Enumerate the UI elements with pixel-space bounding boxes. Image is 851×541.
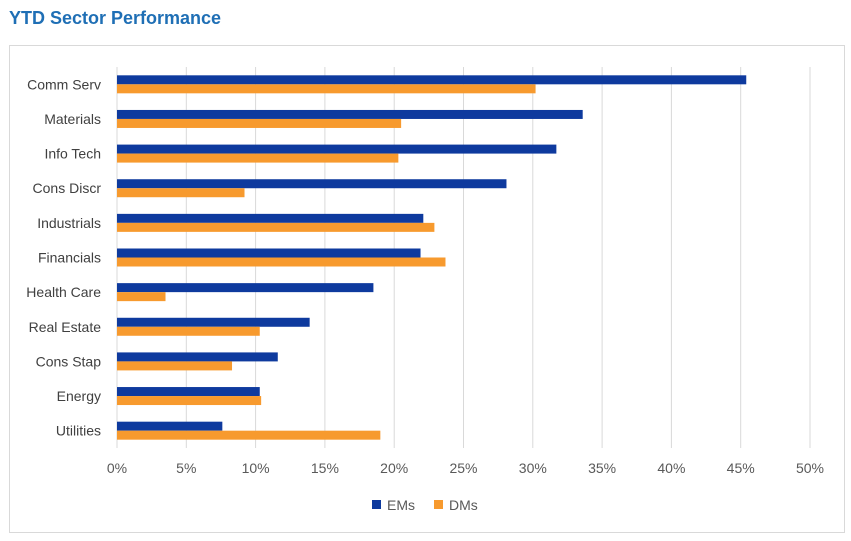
category-label: Comm Serv (27, 76, 101, 92)
legend-swatch-dms (434, 500, 443, 509)
bar-ems-utilities (117, 421, 223, 431)
bar-ems-energy (117, 387, 260, 397)
category-label: Cons Stap (36, 353, 102, 369)
bar-dms-materials (117, 118, 402, 128)
legend-label-dms: DMs (449, 497, 478, 513)
x-tick-label: 5% (176, 460, 196, 476)
bar-dms-real-estate (117, 326, 260, 336)
bar-dms-info-tech (117, 153, 399, 163)
bar-dms-utilities (117, 430, 381, 440)
bar-ems-comm-serv (117, 75, 747, 85)
x-tick-label: 25% (449, 460, 477, 476)
bar-ems-real-estate (117, 317, 310, 327)
bar-dms-cons-stap (117, 361, 233, 371)
chart-frame (9, 45, 845, 533)
category-label: Real Estate (29, 319, 102, 335)
x-tick-label: 10% (242, 460, 270, 476)
category-label: Materials (44, 111, 101, 127)
category-label: Cons Discr (33, 180, 102, 196)
x-tick-label: 40% (657, 460, 685, 476)
bar-ems-materials (117, 109, 583, 119)
x-tick-label: 15% (311, 460, 339, 476)
category-label: Health Care (26, 284, 101, 300)
bar-dms-financials (117, 257, 446, 267)
bar-dms-cons-discr (117, 188, 245, 198)
x-tick-label: 20% (380, 460, 408, 476)
x-tick-label: 0% (107, 460, 127, 476)
category-label: Energy (57, 388, 101, 404)
bar-ems-industrials (117, 213, 424, 223)
x-tick-label: 45% (727, 460, 755, 476)
bar-ems-financials (117, 248, 421, 258)
bar-ems-info-tech (117, 144, 557, 154)
x-tick-label: 50% (796, 460, 824, 476)
bar-dms-energy (117, 396, 262, 406)
x-tick-label: 35% (588, 460, 616, 476)
bar-ems-cons-stap (117, 352, 278, 362)
legend-label-ems: EMs (387, 497, 415, 513)
bar-dms-industrials (117, 222, 435, 232)
category-label: Industrials (37, 215, 101, 231)
bar-dms-comm-serv (117, 84, 536, 94)
bar-dms-health-care (117, 292, 166, 302)
x-tick-label: 30% (519, 460, 547, 476)
category-label: Financials (38, 250, 101, 266)
chart-title: YTD Sector Performance (9, 8, 222, 28)
bar-ems-health-care (117, 283, 374, 293)
category-label: Info Tech (44, 146, 101, 162)
category-label: Utilities (56, 423, 101, 439)
legend-swatch-ems (372, 500, 381, 509)
bar-ems-cons-discr (117, 179, 507, 189)
